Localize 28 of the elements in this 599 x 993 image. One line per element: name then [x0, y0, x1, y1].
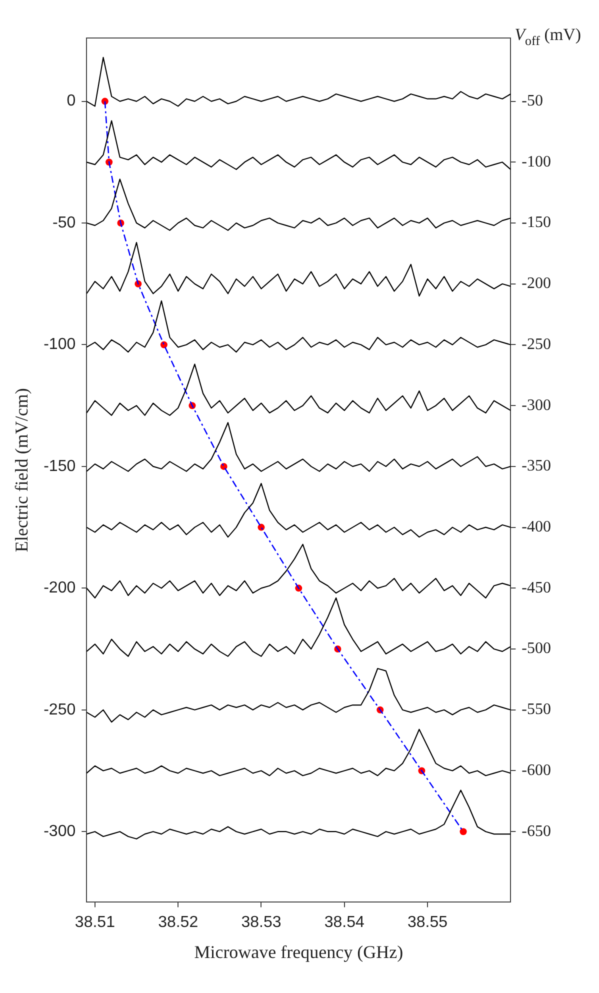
y2-tick-label: -550	[522, 701, 551, 718]
y-tick-label: -150	[44, 458, 76, 475]
y2-tick-label: -200	[522, 275, 551, 292]
y2-tick-label: -100	[522, 153, 551, 170]
y-tick-label: -250	[44, 701, 76, 718]
y2-tick-label: -600	[522, 762, 551, 779]
y2-tick-label: -300	[522, 396, 551, 414]
y2-tick-label: -500	[522, 640, 551, 658]
y2-tick-label: -50	[522, 92, 543, 110]
point	[460, 828, 467, 836]
y2-tick-label: -250	[522, 336, 551, 353]
y-tick-label: -200	[44, 580, 76, 597]
y2-tick-label: -650	[522, 822, 551, 840]
x-tick-label: 38.52	[158, 914, 198, 932]
x-tick-label: 38.53	[241, 914, 282, 932]
x-axis-title: Microwave frequency (GHz)	[194, 942, 404, 962]
y-axis-title: Electric field (mV/cm)	[12, 388, 32, 552]
y2-tick-label: -400	[522, 518, 551, 536]
x-tick-label: 38.51	[74, 914, 116, 932]
y-tick-label: -50	[52, 214, 76, 232]
y-tick-label: -100	[44, 336, 76, 354]
y2-tick-label: -450	[522, 579, 551, 596]
x-tick-label: 38.54	[324, 914, 364, 932]
x-tick-label: 38.55	[408, 914, 448, 932]
y2-tick-label: -150	[522, 214, 551, 232]
y2-tick-label: -350	[522, 458, 551, 475]
y-tick-label: -300	[44, 823, 76, 840]
y-tick-label: 0	[66, 92, 76, 110]
